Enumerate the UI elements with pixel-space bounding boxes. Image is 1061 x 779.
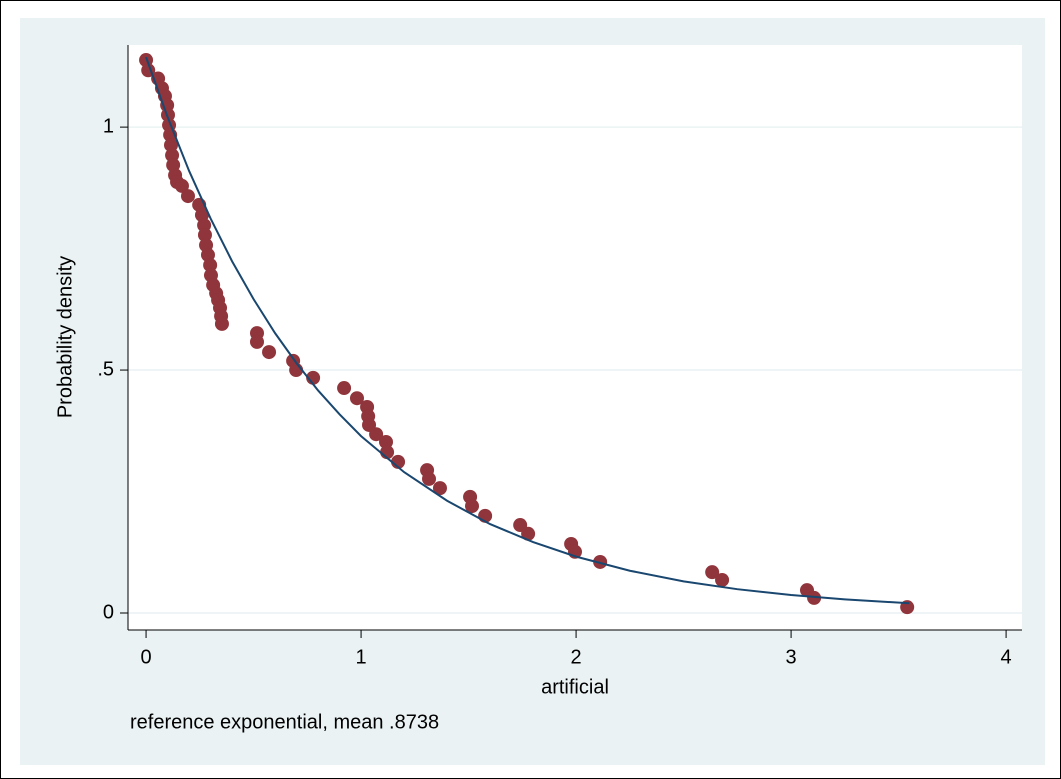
scatter-point xyxy=(465,499,480,514)
y-tick-label: .5 xyxy=(97,358,114,380)
x-tick-label: 3 xyxy=(786,646,797,668)
scatter-point xyxy=(250,334,265,349)
x-tick-label: 1 xyxy=(356,646,367,668)
y-axis-title: Probability density xyxy=(54,256,76,418)
scatter-point xyxy=(180,189,195,204)
scatter-point xyxy=(807,590,822,605)
scatter-point xyxy=(422,471,437,486)
scatter-point xyxy=(379,434,394,449)
scatter-point xyxy=(715,572,730,587)
x-tick-label: 0 xyxy=(140,646,151,668)
scatter-point xyxy=(432,481,447,496)
scatter-point xyxy=(174,178,189,193)
scatter-point xyxy=(214,316,229,331)
x-tick-label: 4 xyxy=(1001,646,1012,668)
scatter-point xyxy=(203,258,218,273)
scatter-point xyxy=(521,526,536,541)
grid xyxy=(128,126,1022,614)
scatter-point xyxy=(337,381,352,396)
y-tick-label: 1 xyxy=(103,115,114,137)
marks xyxy=(139,53,915,615)
reference-line xyxy=(145,56,910,605)
scatter-point xyxy=(160,107,175,122)
scatter-point xyxy=(349,391,364,406)
scatter-point xyxy=(369,427,384,442)
note: reference exponential, mean .8738 xyxy=(130,711,439,733)
scatter-point xyxy=(705,565,720,580)
scatter-point xyxy=(164,138,179,153)
y-tick-label: 0 xyxy=(103,601,114,623)
scatter-point xyxy=(262,345,277,360)
x-axis-title: artificial xyxy=(541,676,609,698)
x-tick-label: 2 xyxy=(571,646,582,668)
scatter-point xyxy=(197,227,212,242)
